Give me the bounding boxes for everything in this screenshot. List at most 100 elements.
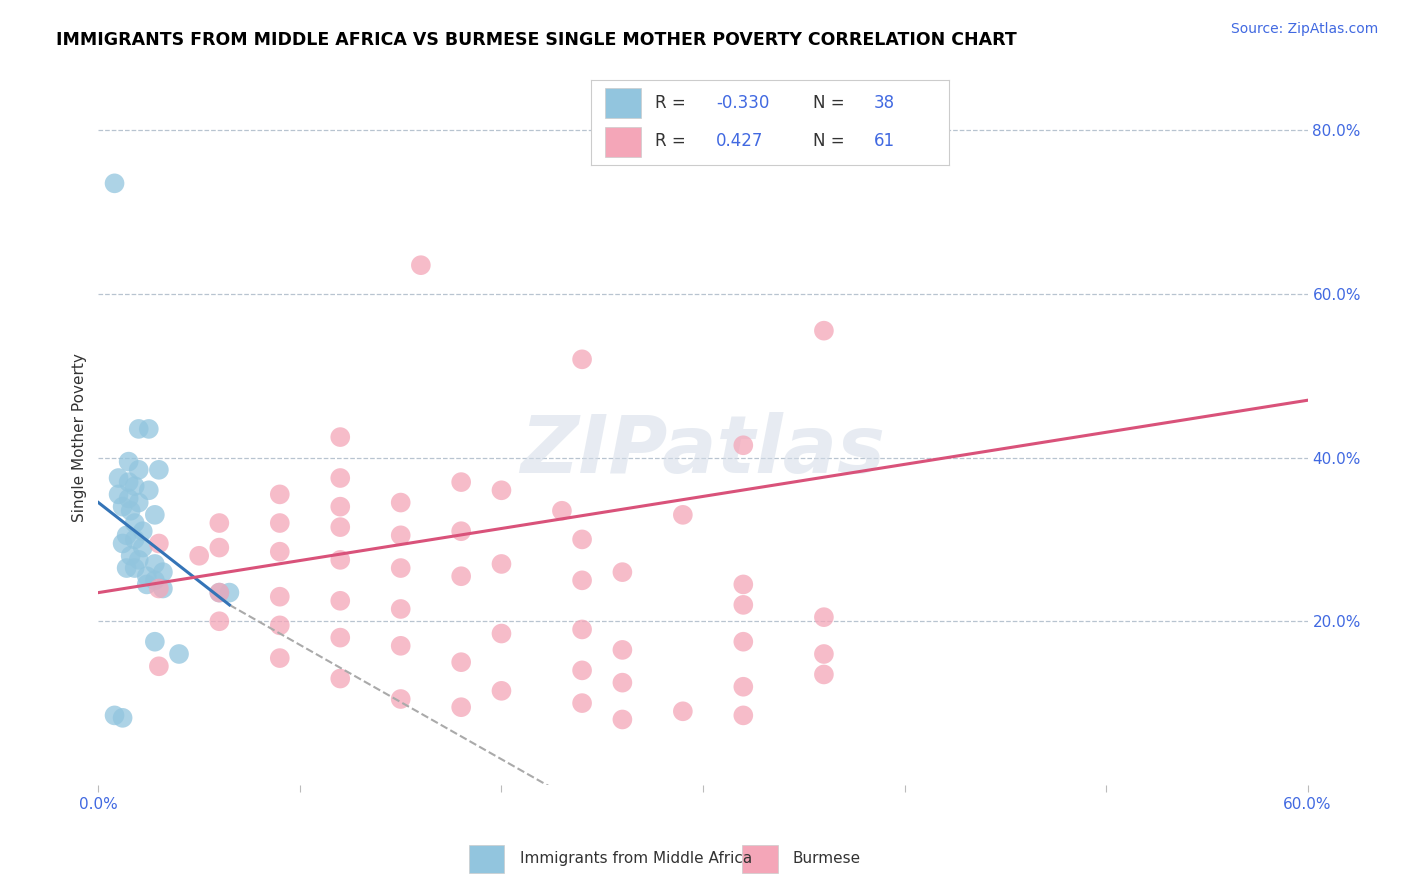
Point bbox=[124, 516, 146, 530]
Point bbox=[329, 430, 352, 444]
Text: R =: R = bbox=[655, 95, 686, 112]
Point bbox=[813, 647, 835, 661]
Point bbox=[120, 549, 142, 563]
Point bbox=[571, 696, 593, 710]
Point bbox=[329, 471, 352, 485]
Point bbox=[389, 495, 412, 509]
Point bbox=[111, 500, 134, 514]
Point bbox=[103, 708, 125, 723]
Point bbox=[111, 536, 134, 550]
FancyBboxPatch shape bbox=[470, 845, 505, 872]
Point bbox=[135, 577, 157, 591]
Point bbox=[148, 463, 170, 477]
Text: Immigrants from Middle Africa: Immigrants from Middle Africa bbox=[520, 851, 752, 866]
Point bbox=[450, 569, 472, 583]
Point bbox=[167, 647, 190, 661]
Point bbox=[389, 528, 412, 542]
Point bbox=[269, 516, 291, 530]
Point bbox=[143, 634, 166, 648]
Point bbox=[115, 561, 138, 575]
Point bbox=[491, 626, 513, 640]
Point bbox=[138, 422, 160, 436]
Text: 38: 38 bbox=[873, 95, 894, 112]
Point bbox=[124, 561, 146, 575]
Point bbox=[124, 533, 146, 547]
Point bbox=[733, 634, 755, 648]
Point bbox=[733, 577, 755, 591]
Point bbox=[132, 524, 155, 539]
Point bbox=[571, 574, 593, 588]
Point bbox=[329, 672, 352, 686]
Point bbox=[143, 574, 166, 588]
Point bbox=[450, 475, 472, 489]
Point bbox=[733, 680, 755, 694]
Point bbox=[208, 585, 231, 599]
Text: R =: R = bbox=[655, 132, 686, 150]
Point bbox=[491, 683, 513, 698]
Point bbox=[389, 602, 412, 616]
Point bbox=[152, 565, 174, 579]
Point bbox=[612, 643, 634, 657]
Point bbox=[269, 618, 291, 632]
Point bbox=[409, 258, 432, 272]
Point bbox=[450, 700, 472, 714]
Point bbox=[491, 557, 513, 571]
Point bbox=[672, 704, 695, 718]
Point bbox=[733, 438, 755, 452]
Point bbox=[571, 664, 593, 678]
Point bbox=[118, 455, 141, 469]
Text: Source: ZipAtlas.com: Source: ZipAtlas.com bbox=[1230, 22, 1378, 37]
Point bbox=[329, 553, 352, 567]
Y-axis label: Single Mother Poverty: Single Mother Poverty bbox=[72, 352, 87, 522]
Point bbox=[612, 565, 634, 579]
Point bbox=[269, 487, 291, 501]
FancyBboxPatch shape bbox=[742, 845, 778, 872]
Point bbox=[329, 594, 352, 608]
Text: IMMIGRANTS FROM MIDDLE AFRICA VS BURMESE SINGLE MOTHER POVERTY CORRELATION CHART: IMMIGRANTS FROM MIDDLE AFRICA VS BURMESE… bbox=[56, 31, 1017, 49]
Text: ZIPatlas: ZIPatlas bbox=[520, 412, 886, 490]
Text: -0.330: -0.330 bbox=[716, 95, 769, 112]
Point bbox=[571, 352, 593, 367]
Point bbox=[389, 692, 412, 706]
Point bbox=[450, 655, 472, 669]
Text: Burmese: Burmese bbox=[793, 851, 860, 866]
Point bbox=[450, 524, 472, 539]
Point bbox=[329, 520, 352, 534]
Point bbox=[329, 631, 352, 645]
Point bbox=[148, 659, 170, 673]
Point bbox=[389, 561, 412, 575]
FancyBboxPatch shape bbox=[605, 88, 641, 118]
Point bbox=[612, 675, 634, 690]
Text: 0.427: 0.427 bbox=[716, 132, 763, 150]
Point bbox=[389, 639, 412, 653]
Point bbox=[813, 610, 835, 624]
Point bbox=[672, 508, 695, 522]
Point bbox=[148, 536, 170, 550]
Point bbox=[118, 475, 141, 489]
Point bbox=[269, 651, 291, 665]
Point bbox=[269, 590, 291, 604]
Point bbox=[208, 541, 231, 555]
Point bbox=[733, 598, 755, 612]
Point bbox=[813, 324, 835, 338]
Point bbox=[491, 483, 513, 498]
Point bbox=[118, 491, 141, 506]
Text: N =: N = bbox=[813, 132, 845, 150]
Point bbox=[612, 713, 634, 727]
Point bbox=[551, 504, 574, 518]
Point bbox=[218, 585, 240, 599]
Text: N =: N = bbox=[813, 95, 845, 112]
Point bbox=[103, 177, 125, 191]
Point bbox=[135, 569, 157, 583]
Point bbox=[188, 549, 211, 563]
FancyBboxPatch shape bbox=[605, 127, 641, 157]
Point bbox=[111, 711, 134, 725]
Point bbox=[115, 528, 138, 542]
Point bbox=[733, 708, 755, 723]
Point bbox=[143, 557, 166, 571]
Point bbox=[152, 582, 174, 596]
Point bbox=[138, 483, 160, 498]
Point bbox=[128, 422, 150, 436]
Point bbox=[571, 623, 593, 637]
Point bbox=[208, 585, 231, 599]
